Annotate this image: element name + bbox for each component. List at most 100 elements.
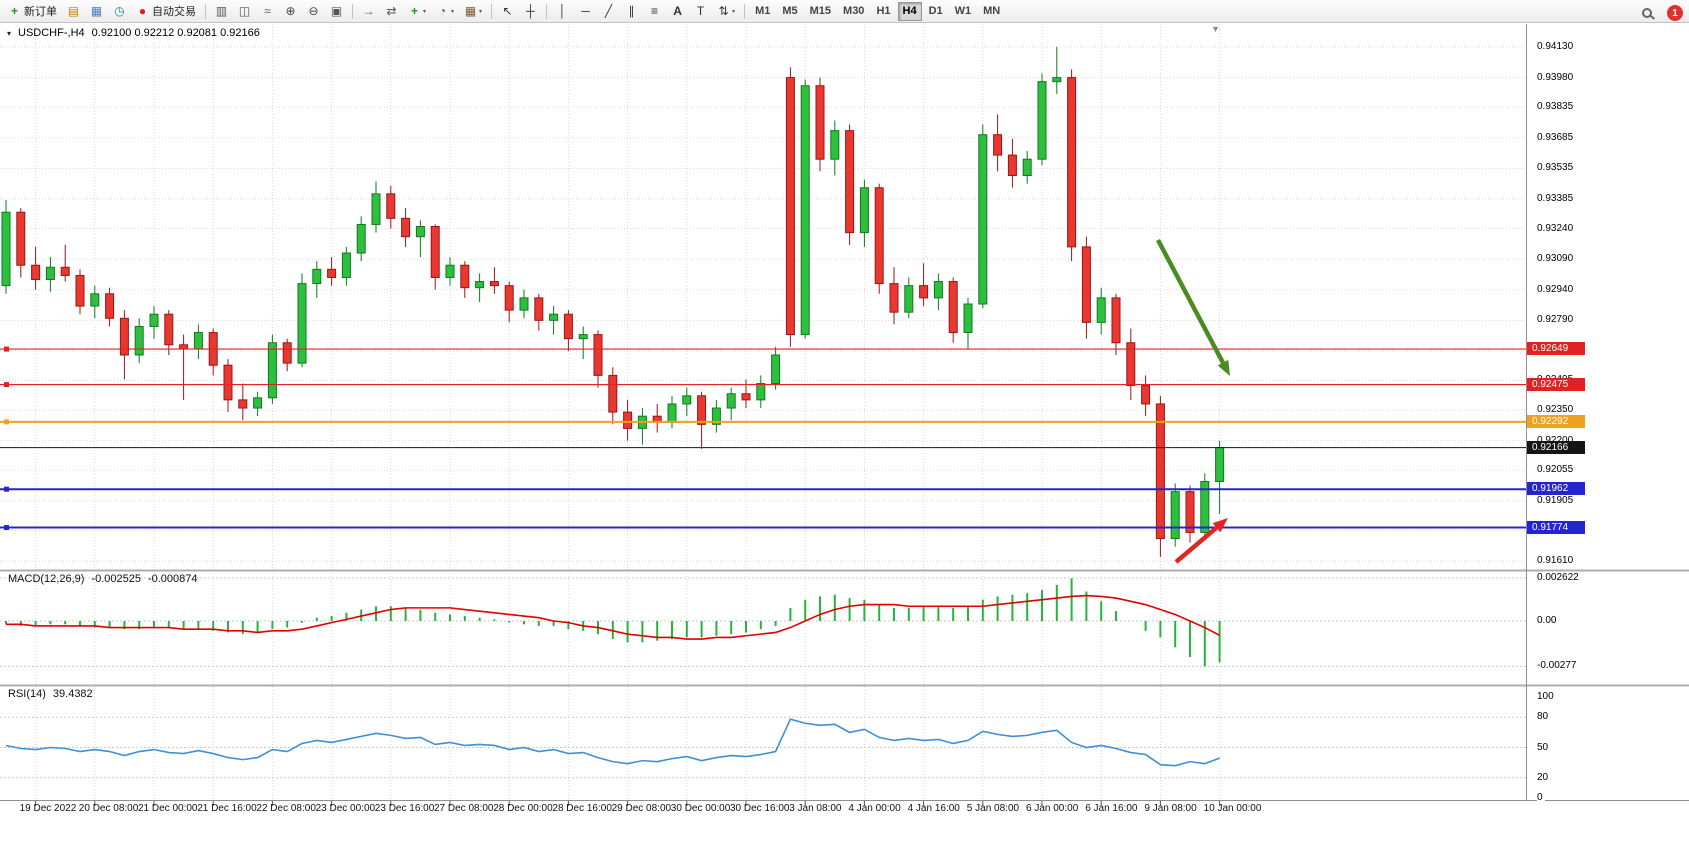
timeframe-H1[interactable]: H1 <box>876 5 891 17</box>
price-level-tag: 0.92649 <box>1527 342 1585 356</box>
price-axis-label: 0.94130 <box>1537 41 1576 52</box>
price-axis-label: 0.93535 <box>1537 162 1576 174</box>
candle <box>75 274 85 307</box>
trendline-icon: ╱ <box>604 4 613 18</box>
profiles-button[interactable]: ▦ <box>86 1 107 21</box>
toolbar-separator <box>352 3 353 19</box>
candle <box>253 397 263 409</box>
channel-button[interactable]: ∥ <box>621 1 642 21</box>
chart-shift-icon: ⇄ <box>386 4 397 18</box>
timeframe-W1[interactable]: W1 <box>954 5 972 17</box>
fibonacci-button[interactable]: ≡ <box>644 1 665 21</box>
candle <box>371 193 381 225</box>
new-order-button[interactable]: + 新订单 <box>4 1 61 21</box>
tile-windows-button[interactable]: ▣ <box>326 1 347 21</box>
candle <box>179 344 189 350</box>
price-level-tag: 0.91962 <box>1527 482 1585 496</box>
macd-signal-line <box>6 594 1220 640</box>
candle <box>223 364 233 401</box>
candle <box>386 193 396 219</box>
level-handle[interactable] <box>4 525 9 531</box>
timeframe-MN[interactable]: MN <box>983 5 1001 17</box>
chart-shift-marker[interactable]: ▼ <box>1211 24 1220 34</box>
time-axis-label: 4 Jan 00:00 <box>848 803 901 814</box>
chart-shift-button[interactable]: ⇄ <box>381 1 402 21</box>
vertical-line-button[interactable]: │ <box>552 1 573 21</box>
candle <box>978 134 988 305</box>
text-icon: A <box>673 4 682 18</box>
price-axis-label: 0.92790 <box>1537 314 1576 326</box>
candle <box>312 268 322 285</box>
candle <box>60 266 70 276</box>
level-handle[interactable] <box>4 382 9 388</box>
auto-scroll-icon: → <box>362 4 375 18</box>
crosshair-button[interactable]: ┼ <box>520 1 541 21</box>
market-watch-icon: ◷ <box>114 4 125 18</box>
toolbar-separator <box>744 3 746 19</box>
notification-badge[interactable]: 1 <box>1667 5 1683 21</box>
candle <box>475 281 485 289</box>
macd-signal-value: -0.000874 <box>147 573 198 585</box>
level-handle[interactable] <box>4 346 9 352</box>
candle <box>919 285 929 299</box>
new-chart-button[interactable]: ▤ <box>63 1 84 21</box>
candle <box>90 293 100 307</box>
red-arrow-annotation[interactable] <box>1174 525 1219 564</box>
candle <box>815 85 825 160</box>
candle <box>859 187 869 234</box>
chart-symbol: USDCHF-,H4 <box>18 27 85 39</box>
chart-title: ▾ USDCHF-,H4 0.92100 0.92212 0.92081 0.9… <box>7 27 260 39</box>
timeframe-H4[interactable]: H4 <box>897 1 922 21</box>
candle <box>1155 403 1165 540</box>
periods-button[interactable]: ◔ ▾ <box>432 1 458 21</box>
templates-button[interactable]: ▦ ▾ <box>460 1 486 21</box>
bar-chart-icon: ▥ <box>215 4 228 18</box>
price-axis-label: 0.92055 <box>1537 464 1576 476</box>
arrows-button[interactable]: ⇅ ▾ <box>713 1 739 21</box>
timeframe-M30[interactable]: M30 <box>843 5 865 17</box>
level-handle[interactable] <box>4 486 9 492</box>
autotrading-button-label: 自动交易 <box>152 6 196 18</box>
candle <box>1111 297 1121 344</box>
auto-scroll-button[interactable]: → <box>358 1 379 21</box>
zoom-in-button[interactable]: ⊕ <box>280 1 301 21</box>
zoom-out-button[interactable]: ⊖ <box>303 1 324 21</box>
candle-chart-type-button[interactable]: ◫ <box>234 1 255 21</box>
vertical-line-icon: │ <box>558 4 567 18</box>
chart-menu-icon[interactable]: ▾ <box>7 28 12 38</box>
rsi-name: RSI(14) <box>8 688 46 700</box>
candle <box>1141 385 1151 405</box>
search-button[interactable] <box>1638 3 1656 23</box>
zoom-in-icon: ⊕ <box>285 4 296 18</box>
candle <box>238 399 248 409</box>
candle <box>682 395 692 405</box>
time-axis-label: 22 Dec 08:00 <box>256 803 316 814</box>
horizontal-line-button[interactable]: ─ <box>575 1 596 21</box>
timeframe-D1[interactable]: D1 <box>928 5 943 17</box>
timeframe-M1[interactable]: M1 <box>755 5 771 17</box>
green-arrow-annotation[interactable] <box>1156 238 1225 364</box>
market-watch-button[interactable]: ◷ <box>109 1 130 21</box>
green-arrow-annotation-head[interactable] <box>1217 359 1230 376</box>
channel-icon: ∥ <box>628 4 635 18</box>
time-axis-label: 6 Jan 16:00 <box>1085 803 1138 814</box>
cursor-button[interactable]: ↖ <box>497 1 518 21</box>
bar-chart-type-button[interactable]: ▥ <box>211 1 232 21</box>
red-arrow-annotation-head[interactable] <box>1212 518 1228 533</box>
timeframe-M5[interactable]: M5 <box>782 5 798 17</box>
candle <box>771 354 781 385</box>
price-axis-label: 0.93240 <box>1537 222 1576 234</box>
rsi-axis-label: 80 <box>1537 711 1551 723</box>
text-button[interactable]: A <box>667 1 688 21</box>
trendline-button[interactable]: ╱ <box>598 1 619 21</box>
line-chart-type-button[interactable]: ≈ <box>257 1 278 21</box>
new-chart-icon: ▤ <box>67 4 80 18</box>
timeframe-M15[interactable]: M15 <box>809 5 832 17</box>
indicators-button[interactable]: + ▾ <box>404 1 430 21</box>
label-button[interactable]: T <box>690 1 711 21</box>
candle <box>504 285 514 311</box>
autotrading-button[interactable]: ● 自动交易 <box>132 1 200 21</box>
time-axis-label: 29 Dec 08:00 <box>611 803 672 814</box>
level-handle[interactable] <box>4 419 9 425</box>
